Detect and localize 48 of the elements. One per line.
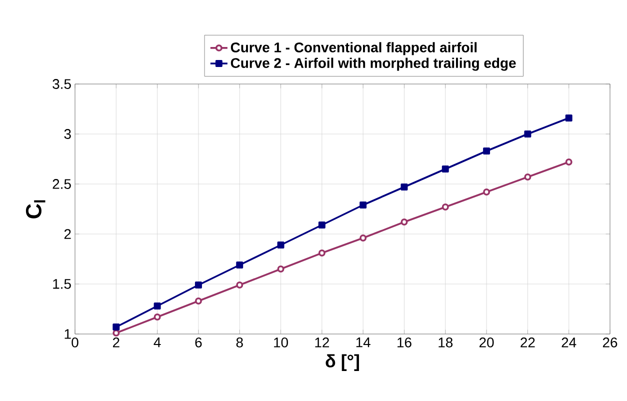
point bbox=[236, 262, 244, 268]
x-tick-label: 0 bbox=[72, 338, 78, 348]
point bbox=[277, 266, 284, 272]
point bbox=[565, 158, 572, 166]
point bbox=[565, 114, 572, 122]
x-tick-label: 20 bbox=[479, 338, 494, 348]
point bbox=[154, 314, 161, 320]
legend-label: Curve 1 - Conventional flapped airfoil bbox=[230, 42, 477, 56]
point bbox=[154, 302, 161, 310]
legend-label: Curve 2 - Airfoil with morphed trailing edge bbox=[230, 58, 516, 71]
x-tick-label: 16 bbox=[398, 338, 412, 348]
x-tick-label: 8 bbox=[236, 338, 243, 348]
point bbox=[360, 202, 367, 208]
point bbox=[442, 204, 449, 210]
x-tick-label: 18 bbox=[438, 338, 453, 348]
point bbox=[483, 148, 490, 154]
x-tick-label: 26 bbox=[602, 338, 618, 348]
y-tick-label: 3 bbox=[64, 129, 71, 139]
point bbox=[112, 330, 120, 336]
point bbox=[400, 184, 408, 190]
point bbox=[112, 324, 120, 330]
point bbox=[318, 250, 326, 256]
point bbox=[400, 218, 408, 226]
x-tick-label: 24 bbox=[562, 338, 576, 348]
x-tick-label: 6 bbox=[195, 338, 202, 348]
x-tick-label: 4 bbox=[154, 338, 161, 348]
y-axis-title: C$_{l}$ bbox=[26, 200, 46, 218]
point bbox=[524, 130, 532, 138]
point bbox=[194, 298, 202, 304]
x-tick-label: 10 bbox=[274, 338, 288, 348]
y-tick-label: 1 bbox=[64, 329, 71, 339]
point bbox=[524, 174, 532, 180]
point bbox=[236, 282, 244, 288]
x-tick-label: 2 bbox=[112, 338, 120, 348]
x-axis-title: δ [°] bbox=[326, 354, 359, 371]
point bbox=[442, 166, 449, 172]
point bbox=[360, 234, 367, 242]
x-tick-label: 14 bbox=[356, 338, 370, 348]
point bbox=[277, 242, 284, 248]
point bbox=[194, 282, 202, 288]
x-tick-label: 22 bbox=[520, 338, 535, 348]
y-tick-label: 2 bbox=[64, 229, 71, 239]
y-tick-label: 1.5 bbox=[53, 279, 71, 289]
x-tick-label: 12 bbox=[315, 338, 329, 348]
y-tick-label: 3.5 bbox=[52, 79, 71, 89]
point bbox=[483, 188, 490, 196]
y-tick-label: 2.5 bbox=[52, 179, 71, 189]
point bbox=[318, 222, 326, 228]
